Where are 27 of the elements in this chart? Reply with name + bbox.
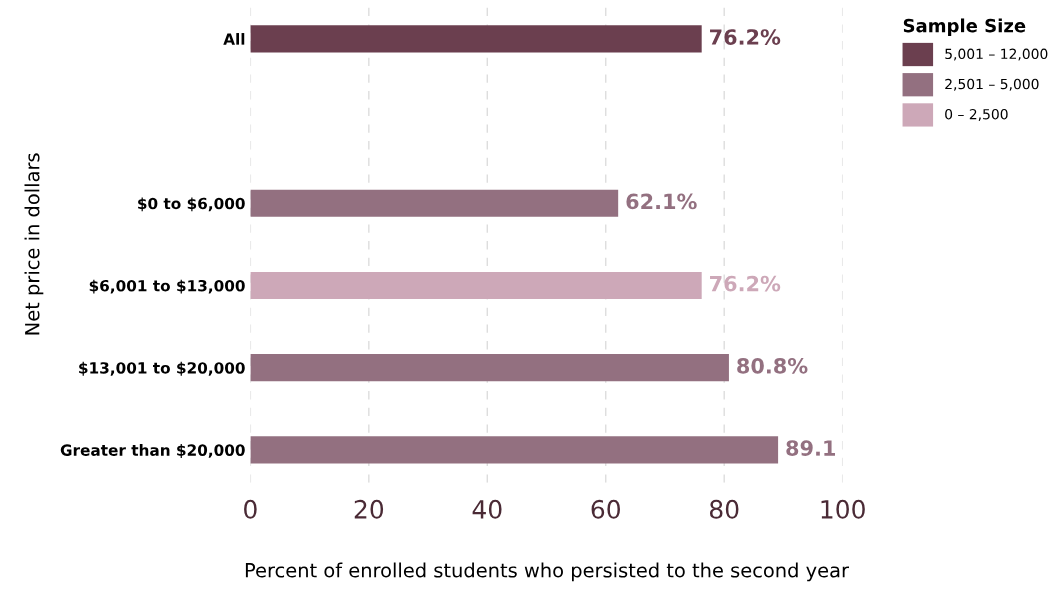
data-label: 76.2% (710, 275, 781, 292)
y-tick-label: All (223, 33, 245, 45)
x-tick-label: 0 (244, 499, 257, 519)
y-tick-label: $6,001 to $13,000 (89, 279, 245, 294)
data-label: 89.1 (786, 440, 836, 456)
x-tick-label: 40 (472, 499, 502, 519)
x-tick-label: 20 (354, 499, 384, 519)
y-tick-label: $13,001 to $20,000 (79, 361, 245, 376)
legend-label: 0 – 2,500 (945, 108, 1008, 121)
x-tick-label: 80 (709, 499, 739, 519)
bar (250, 354, 729, 382)
data-label: 80.8% (737, 357, 808, 374)
y-tick-label: Greater than $20,000 (60, 444, 245, 458)
x-axis-title: Percent of enrolled students who persisted to the second year (245, 562, 850, 582)
legend-label: 2,501 – 5,000 (945, 78, 1039, 91)
bar (250, 25, 702, 53)
y-tick-label: $0 to $6,000 (138, 197, 245, 212)
bar (250, 189, 619, 217)
data-label: 76.2% (710, 29, 781, 45)
bar (250, 436, 779, 464)
x-tick-label: 60 (591, 499, 620, 519)
y-axis-title: Net price in dollars (24, 153, 44, 335)
bar (250, 271, 702, 300)
legend-title: Sample Size (903, 18, 1026, 36)
legend-label: 5,001 – 12,000 (945, 48, 1048, 61)
x-tick-label: 100 (821, 499, 865, 519)
data-label: 62.1% (626, 193, 697, 210)
